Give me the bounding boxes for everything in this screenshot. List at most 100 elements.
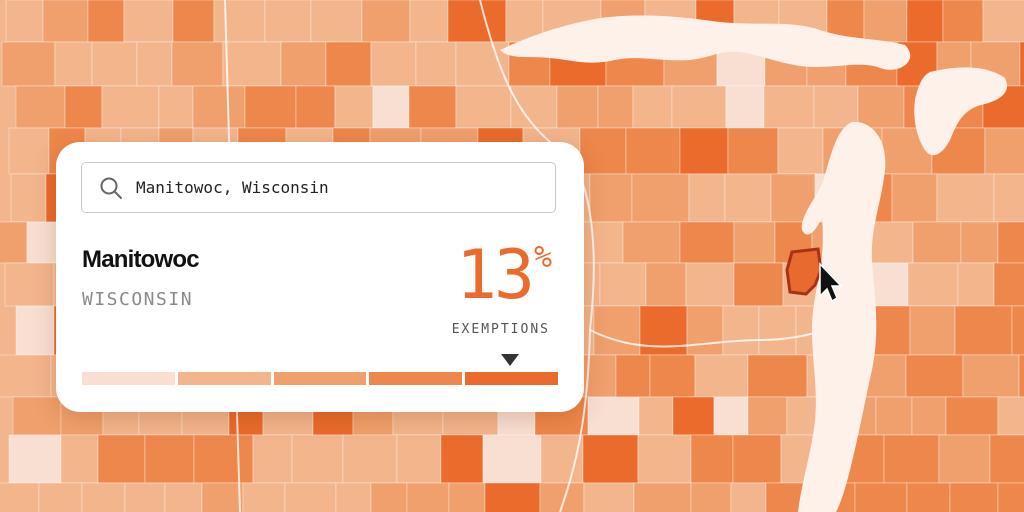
county-cell[interactable]	[690, 482, 732, 512]
county-cell[interactable]	[857, 85, 905, 129]
county-cell[interactable]	[883, 434, 940, 484]
county-cell[interactable]	[123, 0, 174, 43]
county-cell[interactable]	[912, 221, 962, 264]
county-cell[interactable]	[447, 0, 507, 43]
county-cell[interactable]	[97, 434, 146, 484]
county-cell[interactable]	[280, 41, 327, 87]
county-cell[interactable]	[291, 434, 344, 484]
county-cell[interactable]	[906, 482, 951, 512]
county-cell[interactable]	[15, 305, 55, 356]
county-cell[interactable]	[87, 0, 125, 43]
search-input[interactable]	[136, 178, 555, 197]
county-cell[interactable]	[201, 482, 244, 512]
county-cell[interactable]	[15, 85, 66, 129]
county-cell[interactable]	[370, 482, 408, 512]
county-cell[interactable]	[688, 173, 726, 223]
county-cell[interactable]	[91, 41, 138, 87]
county-cell[interactable]	[694, 354, 749, 398]
county-cell[interactable]	[244, 85, 297, 129]
county-cell[interactable]	[415, 41, 457, 87]
county-cell[interactable]	[649, 354, 696, 398]
county-cell[interactable]	[10, 173, 47, 223]
county-cell[interactable]	[81, 482, 126, 512]
county-cell[interactable]	[556, 85, 599, 129]
county-cell[interactable]	[510, 85, 558, 129]
county-cell[interactable]	[284, 482, 337, 512]
county-cell[interactable]	[124, 482, 166, 512]
county-cell[interactable]	[982, 0, 1024, 43]
county-cell[interactable]	[993, 173, 1024, 223]
county-cell[interactable]	[342, 434, 398, 484]
county-cell[interactable]	[8, 434, 62, 484]
county-cell[interactable]	[335, 482, 372, 512]
county-cell[interactable]	[396, 434, 442, 484]
county-cell[interactable]	[936, 173, 995, 223]
county-cell[interactable]	[1019, 41, 1024, 87]
county-cell[interactable]	[408, 85, 457, 129]
county-cell[interactable]	[639, 305, 688, 356]
county-cell[interactable]	[777, 127, 824, 175]
county-cell[interactable]	[144, 434, 195, 484]
county-cell[interactable]	[38, 482, 83, 512]
county-cell[interactable]	[631, 173, 690, 223]
county-cell[interactable]	[747, 354, 808, 398]
county-cell[interactable]	[730, 482, 767, 512]
county-cell[interactable]	[455, 41, 510, 87]
county-cell[interactable]	[252, 434, 293, 484]
county-cell[interactable]	[580, 221, 624, 264]
county-cell[interactable]	[264, 0, 312, 43]
county-cell[interactable]	[911, 396, 947, 436]
county-cell[interactable]	[370, 41, 417, 87]
county-cell[interactable]	[295, 85, 336, 129]
county-cell[interactable]	[747, 396, 788, 436]
county-cell[interactable]	[713, 396, 749, 436]
county-cell[interactable]	[671, 85, 727, 129]
county-cell[interactable]	[213, 0, 266, 43]
county-cell[interactable]	[732, 434, 782, 484]
county-cell[interactable]	[482, 434, 542, 484]
county-cell[interactable]	[949, 482, 999, 512]
county-cell[interactable]	[637, 434, 692, 484]
county-cell[interactable]	[1018, 354, 1024, 398]
county-cell[interactable]	[8, 127, 50, 175]
county-cell[interactable]	[727, 127, 779, 175]
county-cell[interactable]	[962, 354, 1020, 398]
county-cell[interactable]	[0, 221, 28, 264]
county-cell[interactable]	[583, 482, 635, 512]
county-cell[interactable]	[325, 41, 372, 87]
county-cell[interactable]	[448, 482, 486, 512]
county-cell[interactable]	[54, 41, 93, 87]
county-cell[interactable]	[690, 434, 734, 484]
county-cell[interactable]	[724, 173, 772, 223]
county-cell[interactable]	[672, 396, 715, 436]
county-cell[interactable]	[989, 434, 1024, 484]
county-cell[interactable]	[0, 354, 52, 398]
county-cell[interactable]	[171, 41, 224, 87]
county-cell[interactable]	[645, 262, 687, 307]
county-cell[interactable]	[997, 482, 1024, 512]
county-cell[interactable]	[1, 41, 56, 87]
county-cell[interactable]	[440, 434, 484, 484]
county-cell[interactable]	[954, 305, 1013, 356]
county-cell[interactable]	[192, 85, 246, 129]
county-cell[interactable]	[997, 396, 1024, 436]
county-cell[interactable]	[242, 482, 286, 512]
county-cell[interactable]	[582, 434, 639, 484]
county-cell[interactable]	[905, 354, 964, 398]
county-cell[interactable]	[906, 0, 944, 43]
county-cell[interactable]	[938, 434, 991, 484]
county-cell[interactable]	[4, 262, 55, 307]
county-cell[interactable]	[679, 127, 729, 175]
county-cell[interactable]	[101, 85, 160, 129]
county-cell[interactable]	[907, 262, 959, 307]
county-cell[interactable]	[599, 262, 647, 307]
county-cell[interactable]	[960, 221, 999, 264]
county-cell[interactable]	[733, 221, 776, 264]
county-cell[interactable]	[685, 262, 735, 307]
county-cell[interactable]	[455, 85, 512, 129]
county-cell[interactable]	[854, 482, 908, 512]
county-cell[interactable]	[875, 396, 913, 436]
county-cell[interactable]	[632, 85, 673, 129]
county-cell[interactable]	[813, 85, 859, 129]
county-cell[interactable]	[615, 354, 651, 398]
